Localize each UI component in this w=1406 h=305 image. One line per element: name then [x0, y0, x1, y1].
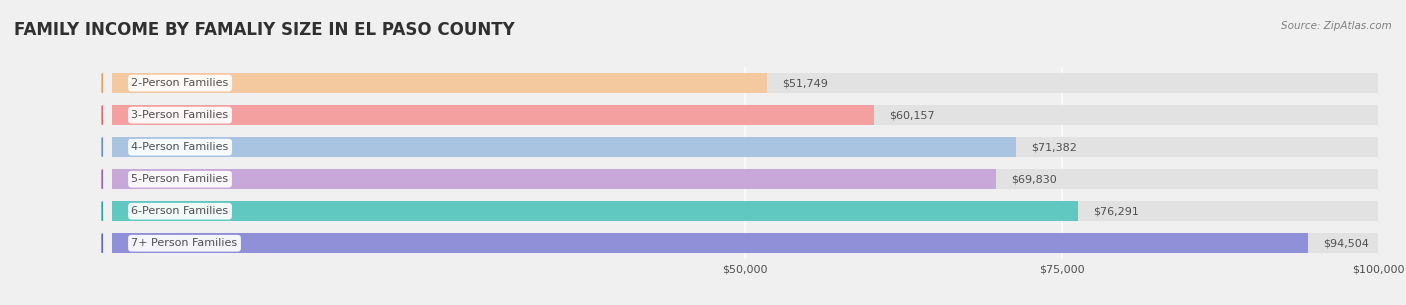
Bar: [112, 201, 1378, 221]
Bar: [112, 233, 1378, 253]
Bar: [112, 105, 873, 125]
Text: $69,830: $69,830: [1011, 174, 1057, 184]
Bar: [112, 73, 768, 93]
Text: $51,749: $51,749: [783, 78, 828, 88]
Text: $60,157: $60,157: [889, 110, 935, 120]
Text: 3-Person Families: 3-Person Families: [132, 110, 229, 120]
Text: $71,382: $71,382: [1031, 142, 1077, 152]
Text: 6-Person Families: 6-Person Families: [132, 206, 229, 216]
Bar: [112, 201, 1078, 221]
Bar: [112, 233, 1309, 253]
Text: $76,291: $76,291: [1092, 206, 1139, 216]
Text: Source: ZipAtlas.com: Source: ZipAtlas.com: [1281, 21, 1392, 31]
Bar: [112, 73, 1378, 93]
Text: 7+ Person Families: 7+ Person Families: [132, 238, 238, 248]
Text: 5-Person Families: 5-Person Families: [132, 174, 229, 184]
Text: $94,504: $94,504: [1323, 238, 1369, 248]
Text: 2-Person Families: 2-Person Families: [132, 78, 229, 88]
Text: FAMILY INCOME BY FAMALIY SIZE IN EL PASO COUNTY: FAMILY INCOME BY FAMALIY SIZE IN EL PASO…: [14, 21, 515, 39]
Bar: [112, 137, 1378, 157]
Text: 4-Person Families: 4-Person Families: [132, 142, 229, 152]
Bar: [112, 137, 1015, 157]
Bar: [112, 169, 995, 189]
Bar: [112, 105, 1378, 125]
Bar: [112, 169, 1378, 189]
